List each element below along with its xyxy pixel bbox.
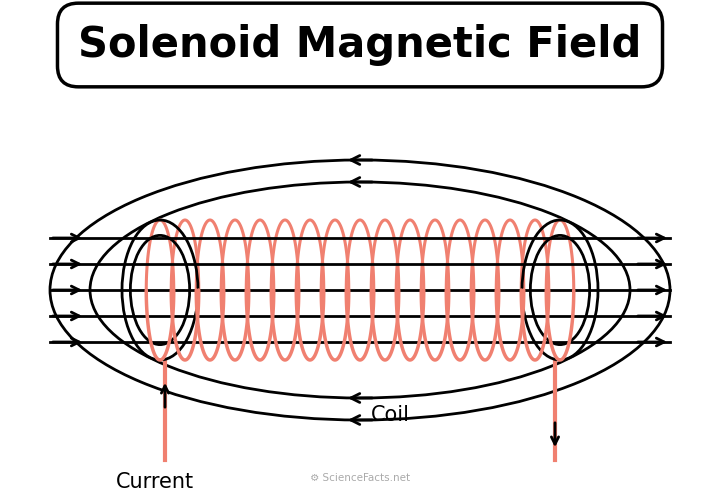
- Text: Current: Current: [116, 472, 194, 490]
- Text: ⚙ ScienceFacts.net: ⚙ ScienceFacts.net: [310, 473, 410, 483]
- Text: Solenoid Magnetic Field: Solenoid Magnetic Field: [78, 24, 642, 66]
- Text: Coil: Coil: [371, 405, 410, 425]
